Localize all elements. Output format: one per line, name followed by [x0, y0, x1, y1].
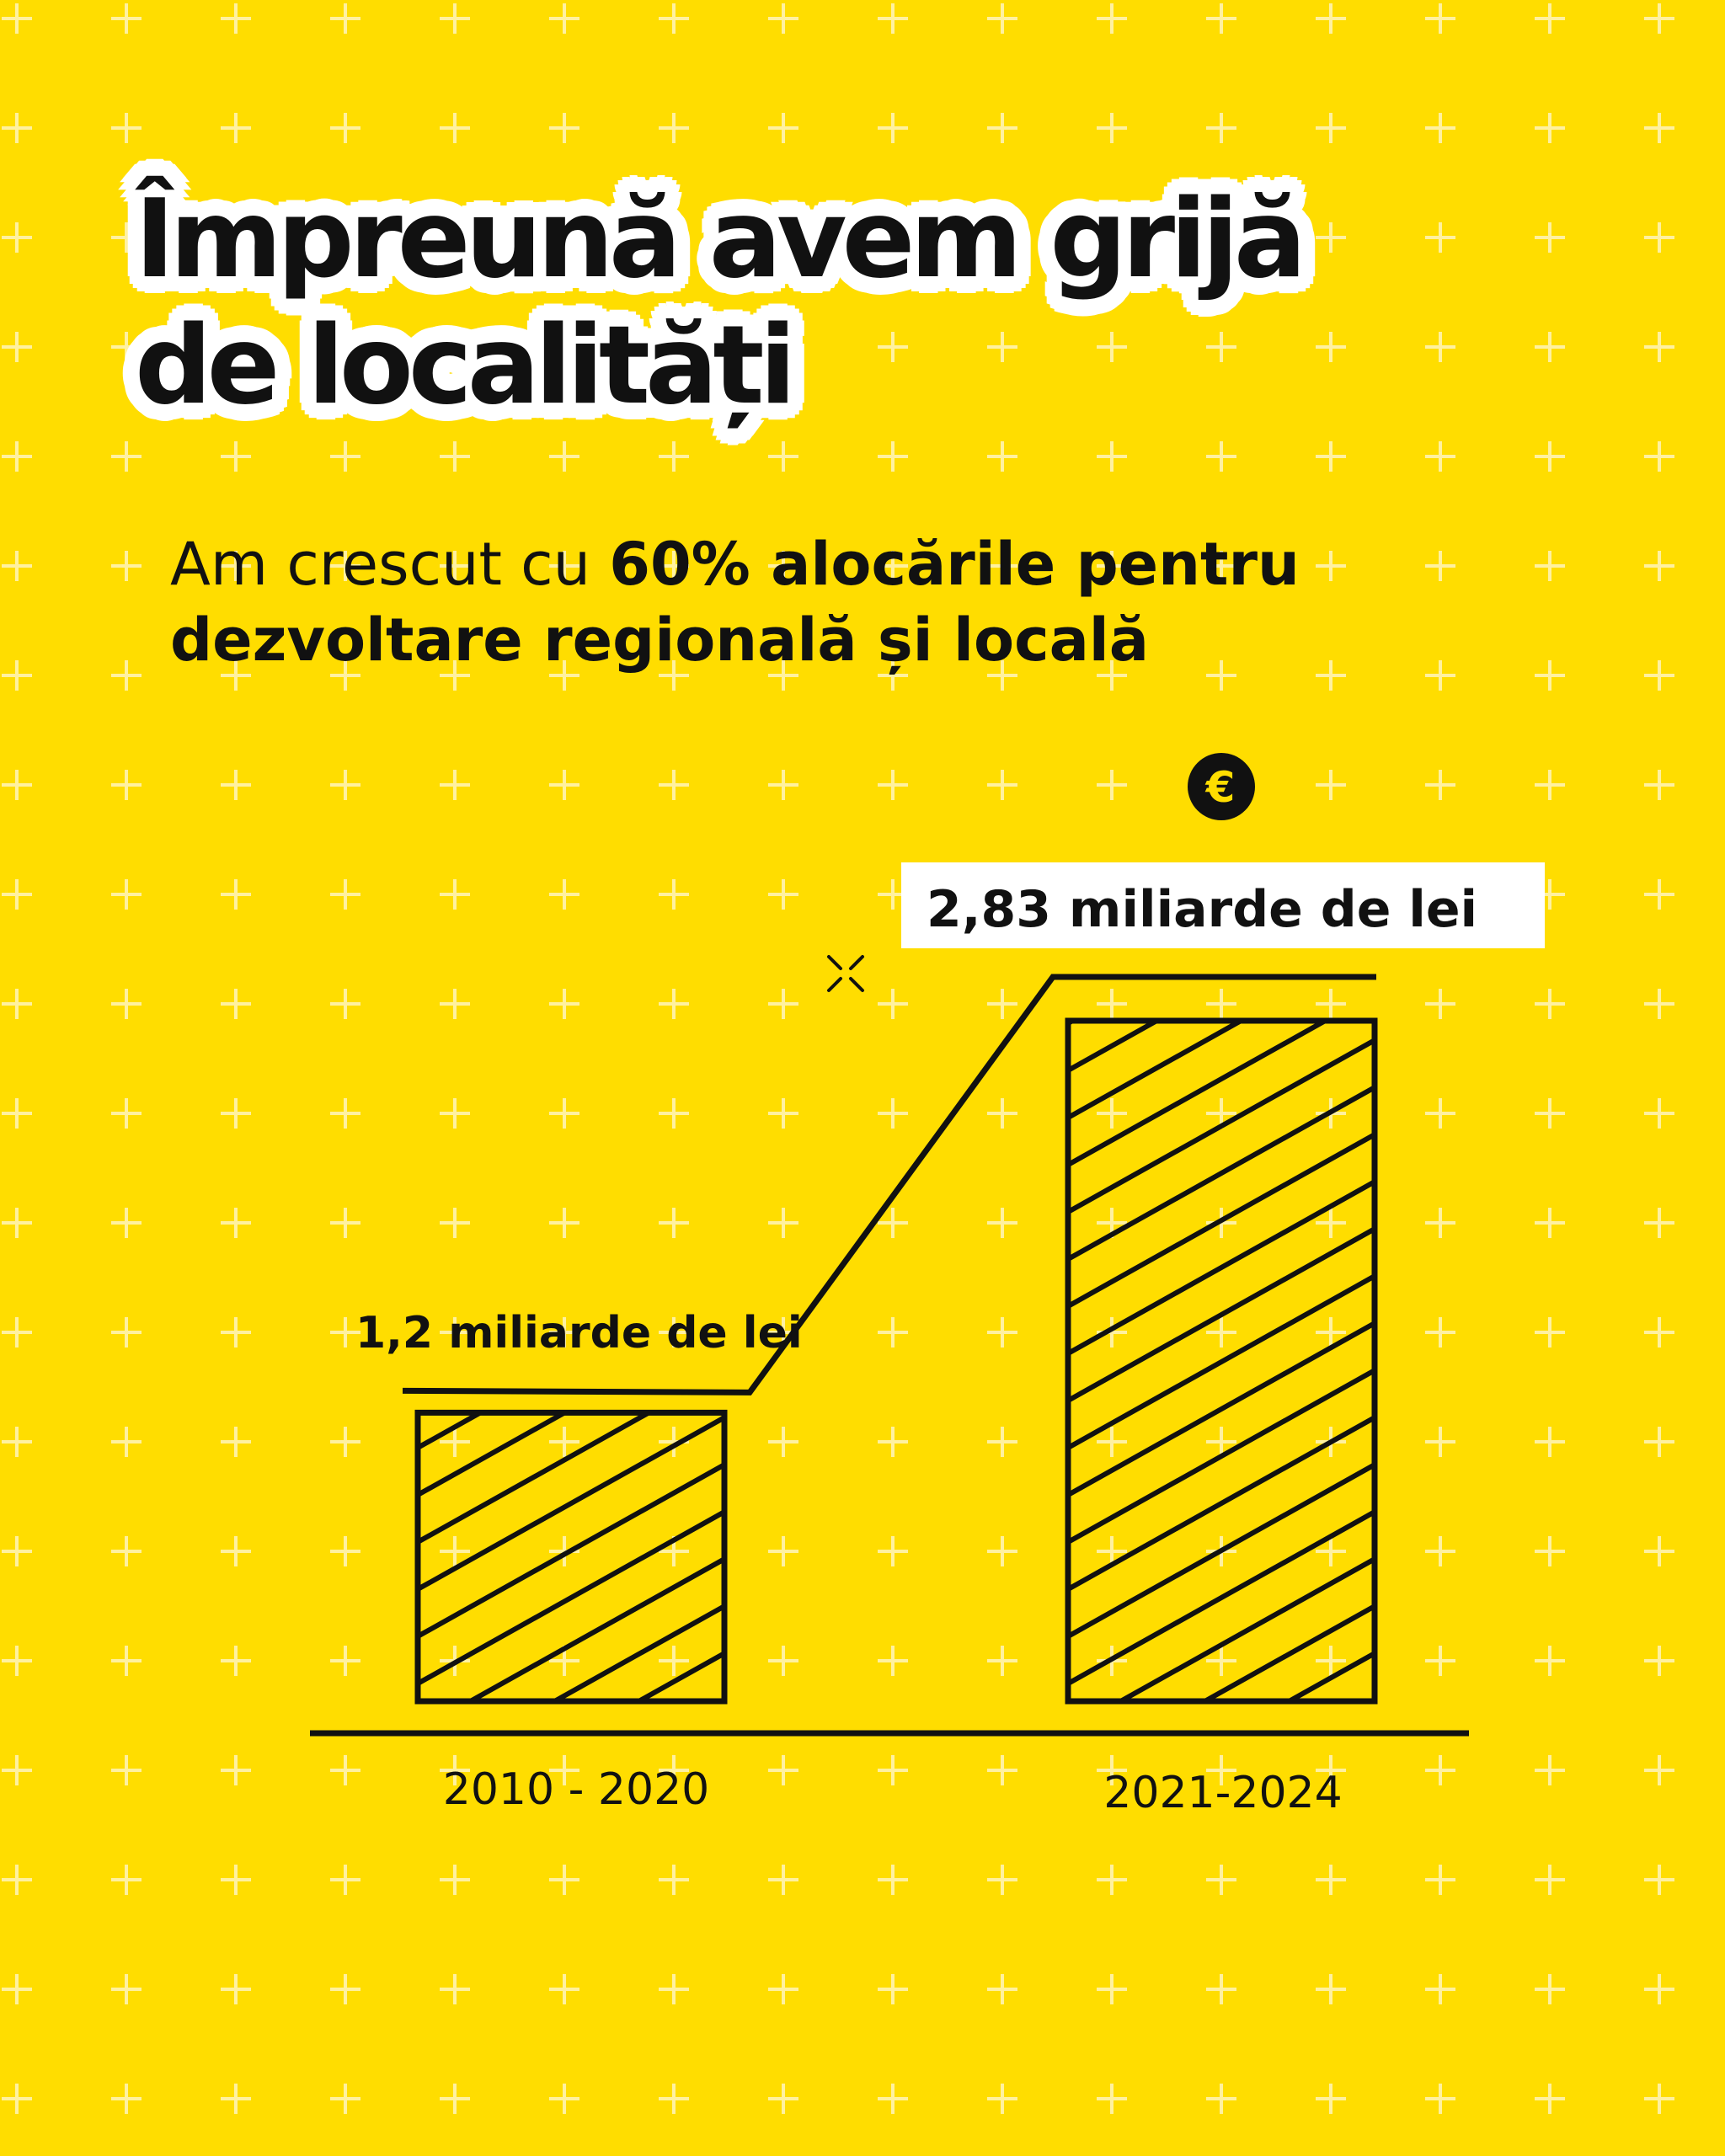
subtitle: Am crescut cu 60% alocările pentru dezvo… — [170, 526, 1300, 678]
hatch-lines-0 — [418, 1412, 724, 1701]
trend-line — [402, 974, 1376, 1396]
bar-outline-2021-2024 — [1065, 1017, 1378, 1705]
x-tick-label-2021-2024: 2021-2024 — [1103, 1768, 1342, 1818]
value-label-2021-2024: 2,83 miliarde de lei — [927, 880, 1477, 939]
subtitle-line-1: Am crescut cu 60% alocările pentru — [170, 526, 1300, 602]
bar-2021-2024 — [1065, 1017, 1378, 1705]
subtitle-prefix: Am crescut cu — [170, 530, 610, 599]
title-block: Împreună avem grijă de localități — [135, 177, 1306, 430]
bar-outline-2010-2020 — [414, 1409, 728, 1705]
bar-2010-2020 — [414, 1409, 728, 1705]
page-title-line-2: de localități — [135, 303, 796, 429]
euro-coin-icon: € — [1188, 753, 1255, 820]
euro-glyph: € — [1205, 763, 1236, 812]
value-label-2010-2020: 1,2 miliarde de lei — [355, 1308, 803, 1358]
value-label-box-2021-2024 — [901, 862, 1545, 948]
sparkle-icon — [827, 955, 864, 992]
bar-hatch-2021-2024 — [1068, 1021, 1375, 1701]
bar-hatch-2010-2020 — [418, 1412, 724, 1701]
subtitle-highlight-2: dezvoltare regională și locală — [170, 606, 1150, 675]
plus-pattern-path — [2, 3, 1674, 2114]
x-tick-label-2010-2020: 2010 - 2020 — [443, 1764, 710, 1815]
subtitle-highlight-1: 60% alocările pentru — [609, 530, 1300, 599]
page-title-line-1: Împreună avem grijă — [135, 177, 1306, 302]
hatch-lines-1 — [1068, 1021, 1375, 1701]
